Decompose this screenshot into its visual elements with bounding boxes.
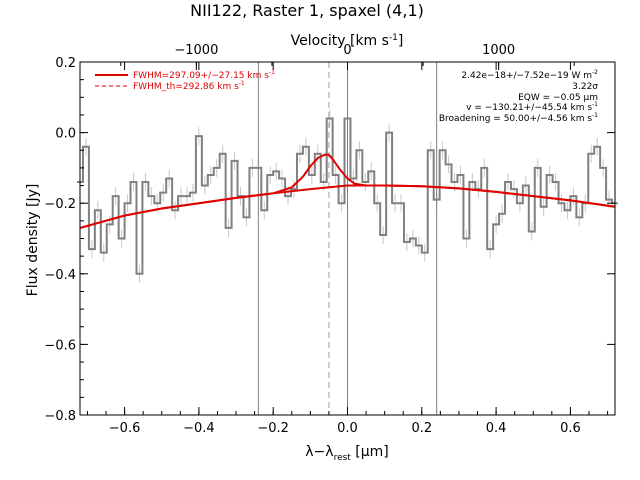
y-tick-label: −0.8 <box>44 409 76 424</box>
fit-line <box>79 153 616 229</box>
y-tick-label: −0.2 <box>44 197 76 212</box>
annotation-sigma: 3.22σ <box>572 82 598 92</box>
annotation-broadening: Broadening = 50.00+/−4.56 km s-1 <box>439 112 598 124</box>
annotation-eqw: EQW = −0.05 μm <box>518 93 598 103</box>
top-tick-label: 1000 <box>482 43 515 58</box>
plot-area: −0.6 −0.4 −0.2 0.0 0.2 0.4 0.6 0.2 0.0 −0.2 −0.4 −0… <box>44 43 618 436</box>
top-tick-label: 0 <box>343 43 351 58</box>
annotation-flux: 2.42e−18+/−7.52e−19 W m-2 <box>461 69 598 81</box>
top-axis-label: Velocity [km s-1] <box>291 33 404 49</box>
x-tick-label: −0.6 <box>109 421 141 436</box>
data-steps <box>77 117 618 275</box>
x-tick-label: −0.4 <box>183 421 215 436</box>
x-tick-label: −0.2 <box>257 421 289 436</box>
legend-label-fwhm-th: FWHM_th=292.86 km s-1 <box>133 80 245 92</box>
chart-title: NII122, Raster 1, spaxel (4,1) <box>190 1 424 20</box>
y-axis-label: Flux density [Jy] <box>25 184 41 297</box>
x-axis-label: λ−λrest [μm] <box>305 444 389 463</box>
y-tick-label: −0.4 <box>44 268 76 283</box>
fit-annotations: 2.42e−18+/−7.52e−19 W m-2 3.22σ EQW = −0… <box>439 69 598 124</box>
legend-label-fwhm: FWHM=297.09+/−27.15 km s-1 <box>133 69 275 81</box>
x-tick-label: 0.0 <box>337 421 358 436</box>
x-tick-label: 0.6 <box>560 421 581 436</box>
top-tick-label: −1000 <box>174 43 218 58</box>
x-tick-label: 0.4 <box>486 421 507 436</box>
y-tick-label: −0.6 <box>44 338 76 353</box>
y-tick-label: 0.0 <box>55 127 76 142</box>
legend: FWHM=297.09+/−27.15 km s-1 FWHM_th=292.8… <box>95 69 275 92</box>
x-tick-label: 0.2 <box>411 421 432 436</box>
y-tick-label: 0.2 <box>55 56 76 71</box>
annotation-velocity: v = −130.21+/−45.54 km s-1 <box>466 101 598 113</box>
